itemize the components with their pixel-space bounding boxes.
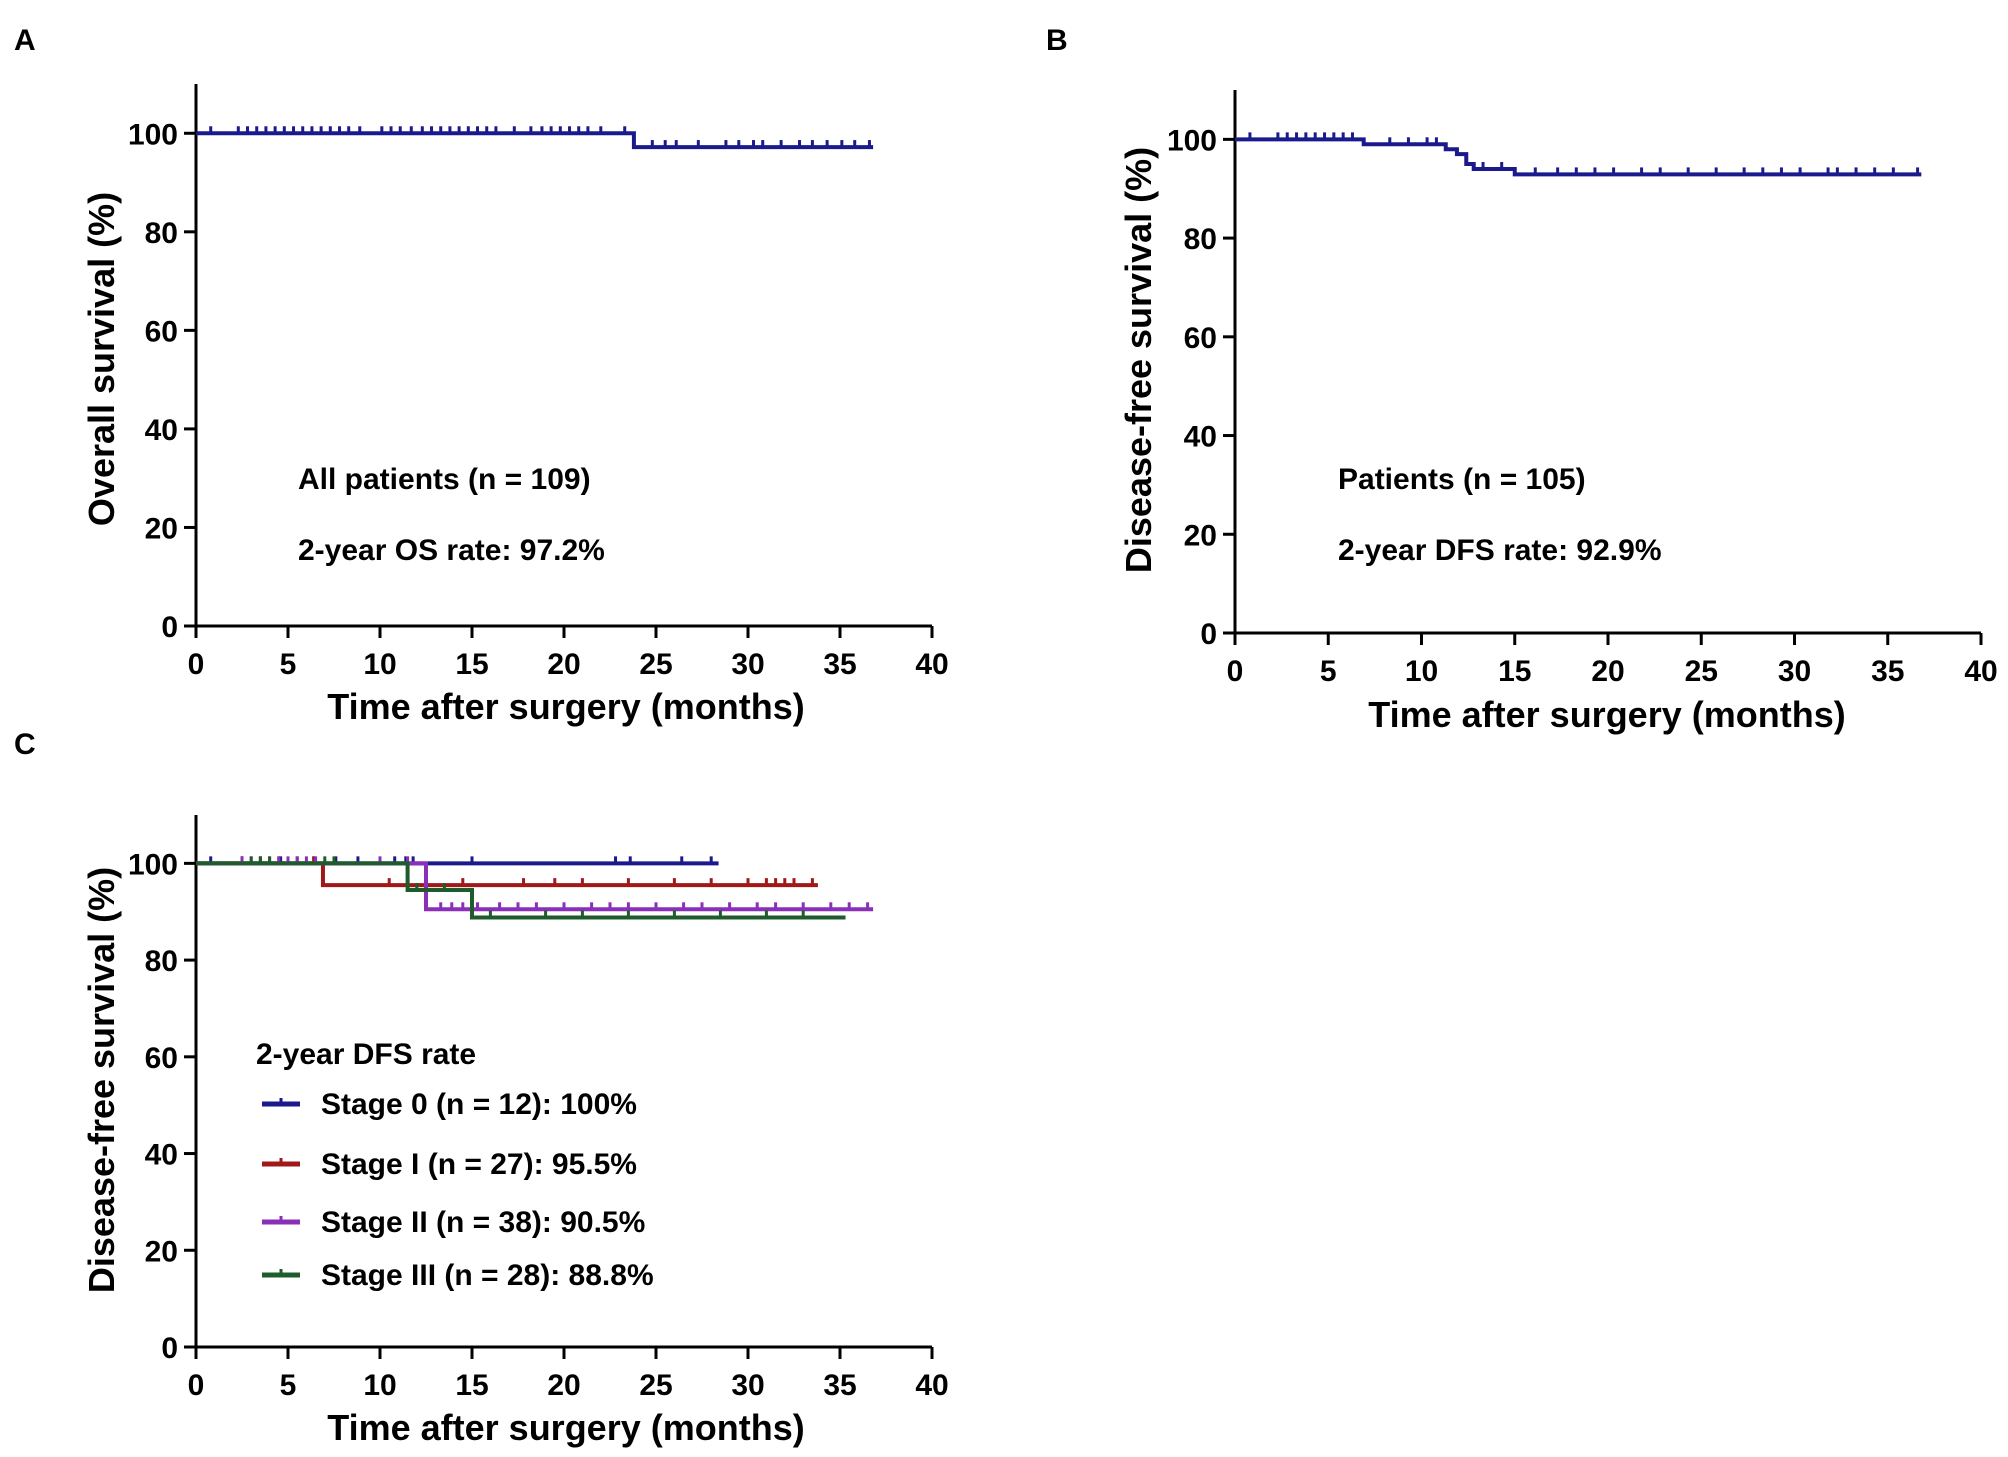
panel-c-legend: 2-year DFS rate Stage 0 (n = 12): 100% St… <box>256 1038 654 1292</box>
legend-label-0: Stage 0 (n = 12): 100% <box>321 1088 637 1121</box>
legend-label-2: Stage II (n = 38): 90.5% <box>321 1206 645 1239</box>
panel-a-letter: A <box>14 24 36 57</box>
panel-a-annotation-os-rate: 2-year OS rate: 97.2% <box>298 534 605 567</box>
panel-a-x-tick-label: 25 <box>639 648 672 681</box>
panel-a-annotation-patients: All patients (n = 109) <box>298 463 591 496</box>
panel-c-series-line-3 <box>196 861 846 920</box>
panel-a-x-tick-label: 35 <box>823 648 856 681</box>
panel-b-annotation-patients: Patients (n = 105) <box>1338 463 1586 496</box>
panel-c-y-tick-label: 40 <box>145 1139 178 1172</box>
panel-b-y-tick-label: 60 <box>1184 322 1217 355</box>
panel-a-x-axis-title: Time after surgery (months) <box>327 686 804 727</box>
panel-c-x-tick-label: 5 <box>280 1369 297 1402</box>
panel-b-y-tick-label: 0 <box>1200 618 1217 651</box>
panel-b-x-tick-label: 0 <box>1227 655 1244 688</box>
panel-b-y-tick-label: 80 <box>1184 223 1217 256</box>
panel-b-y-tick-label: 40 <box>1184 421 1217 454</box>
panel-c-y-tick-label: 0 <box>161 1332 178 1365</box>
panel-a-x-tick-label: 15 <box>455 648 488 681</box>
panel-a-y-tick-label: 100 <box>128 118 178 151</box>
panel-b-x-tick-label: 30 <box>1778 655 1811 688</box>
legend-title: 2-year DFS rate <box>256 1038 476 1071</box>
panel-b-y-axis-title: Disease-free survival (%) <box>1118 147 1159 573</box>
panel-b-letter: B <box>1046 24 1068 57</box>
panel-a-x-tick-label: 30 <box>731 648 764 681</box>
panel-b-x-tick-label: 35 <box>1871 655 1904 688</box>
panel-b-x-tick-label: 20 <box>1591 655 1624 688</box>
panel-a-x-tick-label: 5 <box>280 648 297 681</box>
panel-a-y-axis-title: Overall survival (%) <box>81 192 122 526</box>
panel-a-x-tick-label: 10 <box>363 648 396 681</box>
panel-a-y-tick-label: 20 <box>145 512 178 545</box>
panel-b-x-tick-label: 15 <box>1498 655 1531 688</box>
panel-c-x-tick-label: 40 <box>915 1369 948 1402</box>
panel-b-x-tick-label: 5 <box>1320 655 1337 688</box>
panel-c-x-axis-title: Time after surgery (months) <box>327 1407 804 1448</box>
panel-c-x-tick-label: 30 <box>731 1369 764 1402</box>
panel-c-x-tick-label: 25 <box>639 1369 672 1402</box>
panel-c-y-tick-label: 80 <box>145 945 178 978</box>
panel-c-y-tick-label: 100 <box>128 848 178 881</box>
legend-label-3: Stage III (n = 28): 88.8% <box>321 1259 654 1292</box>
panel-c-y-axis-title: Disease-free survival (%) <box>81 867 122 1293</box>
panel-a-y-tick-label: 40 <box>145 414 178 447</box>
panel-b-annotation-dfs-rate: 2-year DFS rate: 92.9% <box>1338 534 1662 567</box>
panel-c-letter: C <box>14 728 36 761</box>
panel-a-x-tick-label: 0 <box>188 648 205 681</box>
panel-b-series-line-0 <box>1235 137 1922 177</box>
panel-a-x-tick-label: 20 <box>547 648 580 681</box>
panel-a-series-line-0 <box>196 131 874 150</box>
panel-c-x-tick-label: 20 <box>547 1369 580 1402</box>
panel-c-y-tick-label: 60 <box>145 1042 178 1075</box>
panel-a-chart: A 0 5 10 15 20 25 30 35 40 0 20 40 60 80 100 Time afte… <box>14 24 949 727</box>
panel-b-x-axis-title: Time after surgery (months) <box>1368 694 1845 735</box>
panel-c-x-tick-label: 35 <box>823 1369 856 1402</box>
panel-c-x-tick-label: 0 <box>188 1369 205 1402</box>
panel-b-x-tick-label: 10 <box>1405 655 1438 688</box>
panel-a-y-tick-label: 0 <box>161 611 178 644</box>
panel-b-chart: B 0 5 10 15 20 25 30 35 40 0 20 40 60 80 100 Time afte… <box>1046 24 1998 735</box>
panel-a-x-tick-label: 40 <box>915 648 948 681</box>
panel-a-y-tick-label: 80 <box>145 217 178 250</box>
panel-b-x-tick-label: 25 <box>1685 655 1718 688</box>
panel-c-series-line-1 <box>196 861 818 888</box>
legend-label-1: Stage I (n = 27): 95.5% <box>321 1148 637 1181</box>
panel-c-x-tick-label: 15 <box>455 1369 488 1402</box>
panel-c-x-tick-label: 10 <box>363 1369 396 1402</box>
panel-b-y-tick-label: 20 <box>1184 519 1217 552</box>
panel-a-y-tick-label: 60 <box>145 315 178 348</box>
panel-b-y-tick-label: 100 <box>1167 124 1217 157</box>
panel-c-y-tick-label: 20 <box>145 1235 178 1268</box>
panel-c-chart: C 0 5 10 15 20 25 30 35 40 0 20 40 60 80 100 Time afte… <box>14 728 949 1448</box>
panel-b-x-tick-label: 40 <box>1964 655 1997 688</box>
